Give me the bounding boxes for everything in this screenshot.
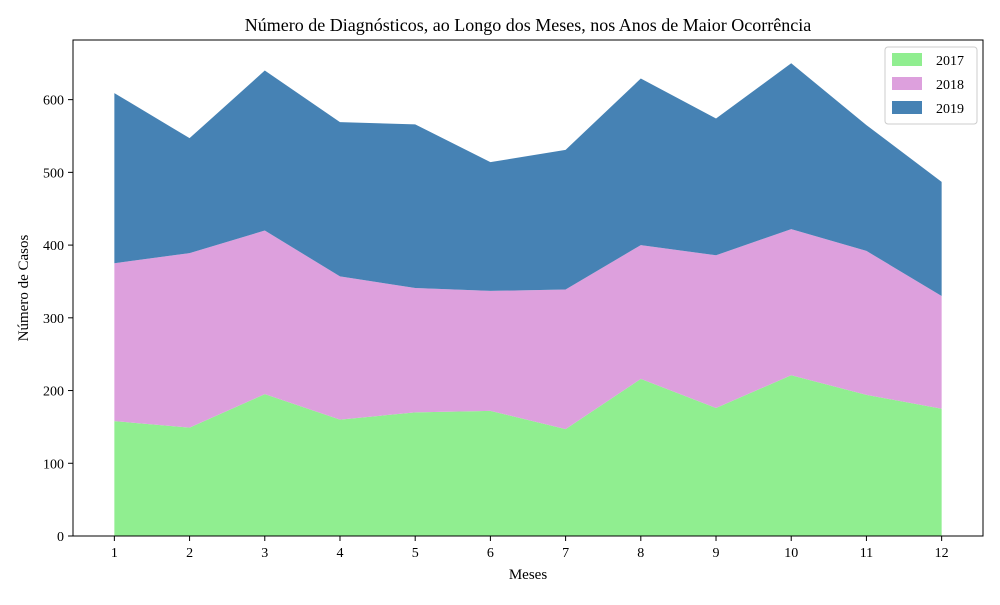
y-axis-ticks: 0 100 200 300 400 500 600	[43, 94, 73, 545]
plot-frame	[72, 39, 984, 537]
chart-title: Número de Diagnósticos, ao Longo dos Mes…	[245, 15, 811, 35]
x-tick-label: 12	[935, 546, 949, 561]
legend-swatch-2019	[892, 101, 922, 114]
area-series-2017	[114, 375, 942, 536]
legend-swatch-2018	[892, 77, 922, 90]
y-tick-label: 0	[57, 530, 64, 545]
legend-label-2019: 2019	[936, 102, 964, 117]
x-tick-label: 5	[412, 546, 419, 561]
x-axis-ticks: 1 2 3 4 5 6 7 8 9 10 11 12	[111, 536, 949, 561]
legend-label-2017: 2017	[936, 54, 964, 69]
x-tick-label: 9	[713, 546, 720, 561]
legend-label-2018: 2018	[936, 78, 964, 93]
x-tick-label: 11	[860, 546, 873, 561]
x-axis-label: Meses	[509, 567, 547, 583]
y-tick-label: 100	[43, 457, 64, 472]
y-tick-label: 600	[43, 94, 64, 109]
x-tick-label: 6	[487, 546, 494, 561]
legend-swatch-2017	[892, 53, 922, 66]
y-tick-label: 400	[43, 239, 64, 254]
area-series-2018	[114, 229, 942, 430]
area-series-2019	[114, 63, 942, 296]
y-tick-label: 200	[43, 385, 64, 400]
x-tick-label: 10	[784, 546, 798, 561]
legend-items: 2017 2018 2019	[892, 53, 964, 117]
x-tick-label: 3	[261, 546, 268, 561]
legend: 2017 2018 2019	[884, 46, 978, 125]
x-tick-label: 2	[186, 546, 193, 561]
x-tick-label: 8	[637, 546, 644, 561]
x-tick-label: 7	[562, 546, 569, 561]
x-tick-label: 1	[111, 546, 118, 561]
y-tick-label: 300	[43, 312, 64, 327]
areas-layer	[114, 63, 942, 536]
y-tick-label: 500	[43, 166, 64, 181]
y-axis-label: Número de Casos	[16, 235, 32, 342]
x-tick-label: 4	[336, 546, 343, 561]
